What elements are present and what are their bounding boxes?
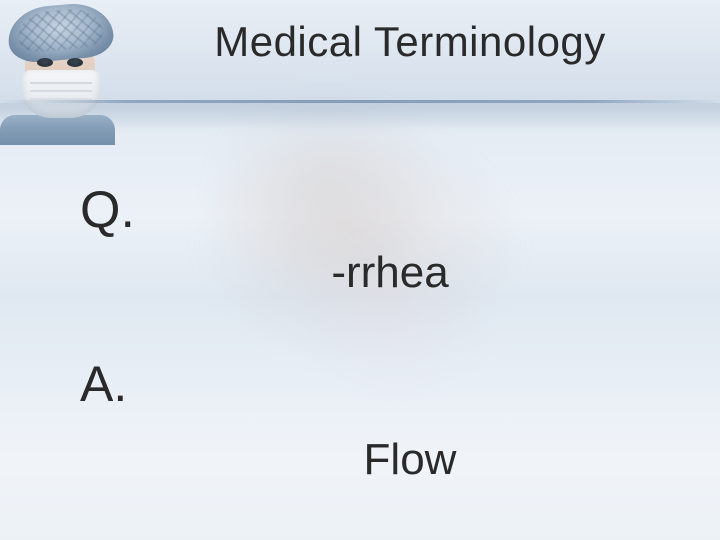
person-eyes bbox=[35, 58, 85, 70]
question-label: Q. bbox=[80, 180, 135, 240]
answer-label: A. bbox=[80, 355, 127, 413]
answer-text: Flow bbox=[0, 435, 720, 485]
slide-title: Medical Terminology bbox=[130, 18, 690, 66]
question-text: -rrhea bbox=[0, 248, 720, 298]
person-surgical-cap bbox=[6, 1, 115, 65]
slide-container: Medical Terminology Q. -rrhea A. Flow bbox=[0, 0, 720, 540]
header-divider-shadow bbox=[0, 103, 720, 128]
